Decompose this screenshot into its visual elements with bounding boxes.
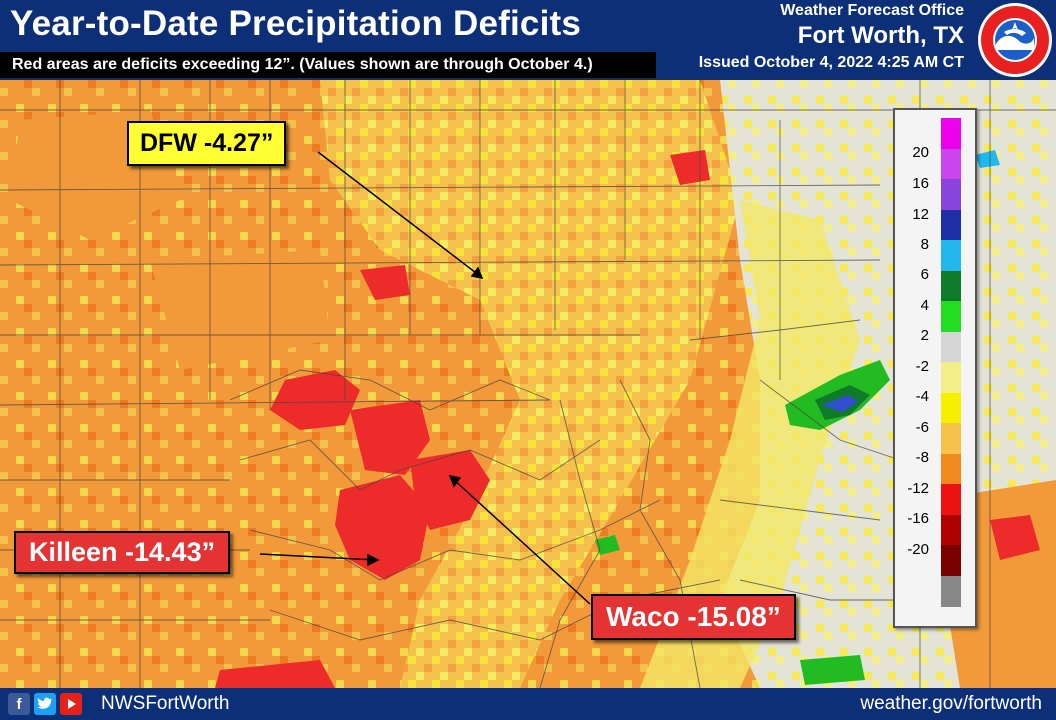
legend-swatch [941, 545, 961, 576]
legend-swatch [941, 453, 961, 485]
office-name: Weather Forecast Office [780, 2, 964, 19]
legend-label: -12 [907, 480, 929, 497]
callout-waco: Waco -15.08” [591, 594, 796, 640]
legend-label: -4 [915, 388, 929, 405]
header-bar: Year-to-Date Precipitation Deficits Red … [0, 0, 1056, 80]
subtitle-text: Red areas are deficits exceeding 12”. (V… [12, 56, 593, 73]
legend-swatch [941, 362, 961, 393]
facebook-icon[interactable]: f [8, 693, 30, 715]
legend-swatch [941, 514, 961, 546]
office-city: Fort Worth, TX [797, 22, 964, 49]
legend-swatch [941, 575, 961, 607]
legend-swatch [941, 240, 961, 271]
legend-label: -6 [915, 419, 929, 436]
social-handle[interactable]: NWSFortWorth [101, 693, 230, 714]
callout-killeen: Killeen -14.43” [14, 531, 231, 574]
legend-label: -8 [915, 449, 929, 466]
legend-label: -2 [915, 358, 929, 375]
legend-swatch [941, 392, 961, 424]
legend-swatch [941, 484, 961, 515]
youtube-icon[interactable] [60, 693, 82, 715]
surplus-areas [595, 150, 1000, 685]
callout-arrows [259, 151, 591, 605]
legend-label: -20 [907, 541, 929, 558]
precipitation-legend: 20 16 12 8 6 4 2 -2 -4 -6 -8 -12 -16 -20 [893, 108, 977, 628]
subtitle-bar [0, 52, 656, 78]
legend-label: 8 [920, 236, 929, 253]
nws-logo [978, 3, 1052, 77]
legend-swatch [941, 423, 961, 454]
website-link[interactable]: weather.gov/fortworth [860, 693, 1042, 714]
legend-swatch [941, 148, 961, 180]
twitter-icon[interactable] [34, 693, 56, 715]
legend-label: 4 [920, 297, 929, 314]
legend-label: -16 [907, 510, 929, 527]
social-icons: f [8, 693, 82, 715]
legend-label: 6 [920, 266, 929, 283]
footer-bar: f NWSFortWorth weather.gov/fortworth [0, 688, 1056, 720]
callout-dfw: DFW -4.27” [127, 121, 287, 166]
page-title: Year-to-Date Precipitation Deficits [10, 4, 582, 43]
precipitation-deficit-map: DFW -4.27” Killeen -14.43” Waco -15.08” … [0, 80, 1056, 688]
map-canvas [0, 80, 1056, 688]
legend-swatch [941, 179, 961, 210]
legend-swatch [941, 118, 961, 149]
legend-swatch [941, 270, 961, 302]
legend-swatch [941, 331, 961, 363]
legend-label: 2 [920, 327, 929, 344]
legend-swatch [941, 209, 961, 241]
issued-timestamp: Issued October 4, 2022 4:25 AM CT [698, 54, 964, 71]
legend-label: 12 [912, 206, 929, 223]
legend-swatch [941, 301, 961, 332]
legend-label: 16 [912, 175, 929, 192]
legend-label: 20 [912, 144, 929, 161]
